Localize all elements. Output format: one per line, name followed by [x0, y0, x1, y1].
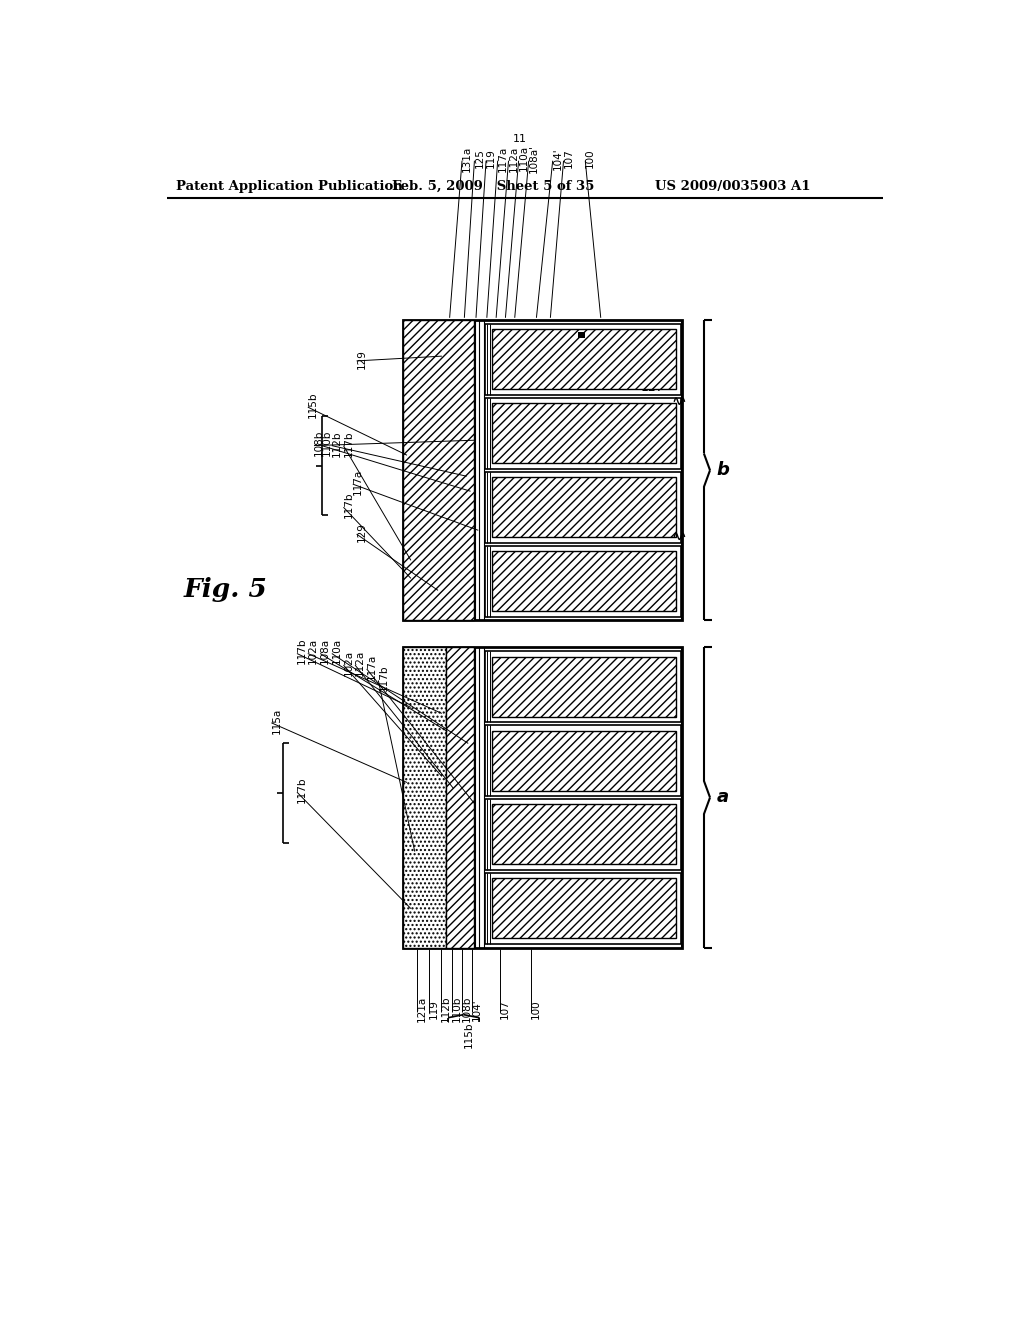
Text: 100: 100	[531, 999, 541, 1019]
Bar	[493, 878, 676, 939]
Text: 117a: 117a	[352, 469, 362, 495]
Text: 112b: 112b	[332, 430, 342, 457]
Text: 115b: 115b	[464, 1022, 473, 1048]
Bar	[403, 647, 682, 948]
Bar	[484, 725, 681, 796]
Bar	[484, 651, 681, 722]
Text: 117b: 117b	[343, 430, 353, 457]
Text: 112a: 112a	[355, 649, 366, 676]
Text: 110a: 110a	[332, 638, 342, 664]
Text: US 2009/0035903 A1: US 2009/0035903 A1	[655, 180, 811, 193]
Bar	[493, 404, 676, 463]
Text: 102a: 102a	[308, 638, 317, 664]
Text: 129: 129	[356, 348, 367, 368]
Text: 107: 107	[563, 149, 573, 168]
Text: 117a: 117a	[367, 653, 377, 680]
Bar	[445, 647, 474, 948]
Bar	[578, 331, 586, 338]
Bar	[484, 397, 681, 469]
Bar	[484, 873, 681, 944]
Text: 112a: 112a	[509, 145, 518, 172]
Text: 110b: 110b	[452, 997, 462, 1023]
Text: 117b: 117b	[343, 491, 353, 519]
Bar	[484, 323, 681, 395]
Text: 112b: 112b	[441, 997, 452, 1023]
Bar	[403, 647, 445, 948]
Text: 127: 127	[641, 516, 665, 529]
Text: 115b: 115b	[308, 392, 317, 418]
Bar	[493, 330, 676, 389]
Bar	[484, 471, 681, 543]
Text: 125: 125	[474, 148, 484, 169]
Bar	[484, 545, 681, 616]
Text: 108b: 108b	[462, 997, 472, 1023]
Text: Feb. 5, 2009   Sheet 5 of 35: Feb. 5, 2009 Sheet 5 of 35	[391, 180, 594, 193]
Text: 100: 100	[586, 149, 595, 168]
Text: 117a: 117a	[498, 145, 508, 172]
Bar	[403, 321, 474, 620]
Bar	[493, 656, 676, 717]
Text: 104': 104'	[472, 998, 482, 1020]
Text: 108a': 108a'	[528, 144, 539, 173]
Text: Patent Application Publication: Patent Application Publication	[176, 180, 402, 193]
Text: 102a: 102a	[343, 649, 353, 676]
Bar	[493, 730, 676, 791]
Text: a: a	[717, 788, 728, 807]
Text: 129: 129	[356, 521, 367, 541]
Text: 117b: 117b	[378, 665, 388, 692]
Text: 117b: 117b	[297, 638, 307, 664]
Text: 119: 119	[429, 999, 438, 1019]
Text: 104': 104'	[553, 147, 563, 170]
Text: 127: 127	[641, 381, 665, 393]
Text: 119: 119	[486, 148, 496, 169]
Text: 117b: 117b	[297, 776, 307, 803]
Text: 110a: 110a	[518, 145, 528, 172]
Text: 107: 107	[500, 999, 510, 1019]
Text: 108b: 108b	[314, 430, 324, 457]
Text: 11: 11	[513, 135, 527, 144]
Text: Fig. 5: Fig. 5	[183, 577, 267, 602]
Text: 108a: 108a	[321, 638, 330, 664]
Text: 121a: 121a	[417, 997, 427, 1023]
Text: 110b: 110b	[322, 430, 332, 457]
Text: 131a: 131a	[462, 145, 472, 172]
Text: 115a: 115a	[271, 708, 282, 734]
Bar	[484, 799, 681, 870]
Bar	[403, 321, 682, 620]
Bar	[493, 552, 676, 611]
Text: b: b	[716, 461, 729, 479]
Bar	[493, 478, 676, 537]
Bar	[493, 804, 676, 865]
